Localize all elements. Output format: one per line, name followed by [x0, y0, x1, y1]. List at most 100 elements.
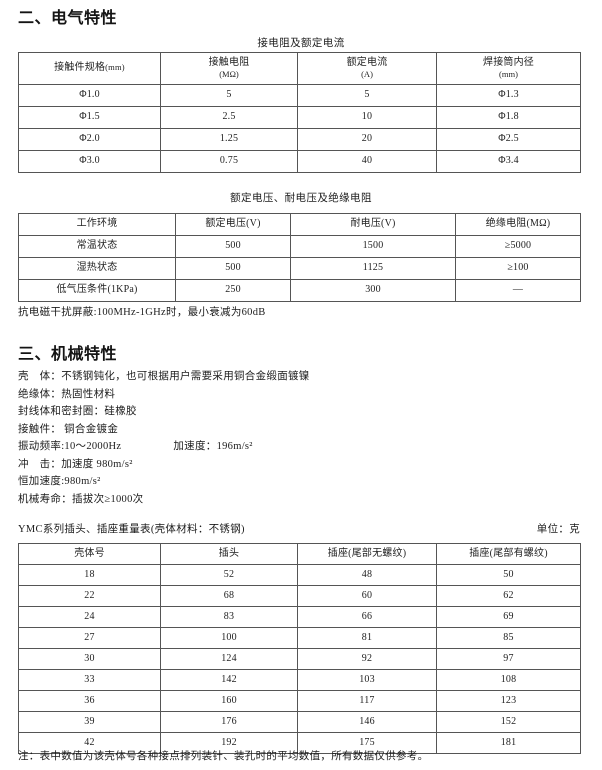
spec-item-shell: 壳 体：不锈钢钝化，也可根据用户需要采用铜合金缎面镀镍 [18, 368, 584, 386]
table-cell: Φ2.5 [436, 128, 581, 151]
table-cell: 85 [436, 627, 581, 649]
note-emi-shielding: 抗电磁干扰屏蔽:100MHz-1GHz时，最小衰减为60dB [18, 307, 266, 318]
table-cell: 103 [297, 669, 437, 691]
table-cell: 160 [160, 690, 298, 712]
table-cell: 152 [436, 711, 581, 733]
column-header-socket-with-thread: 插座(尾部有螺纹) [436, 543, 581, 565]
table-body: 常温状态 500 1500 ≥5000 湿热状态 500 1125 ≥100 低… [18, 235, 581, 302]
spec-item-insulator: 绝缘体：热固性材料 [18, 386, 584, 404]
table-cell: — [455, 279, 581, 302]
column-header-plug: 插头 [160, 543, 298, 565]
table-cell: 92 [297, 648, 437, 670]
table-cell: 108 [436, 669, 581, 691]
table-cell: 1.25 [160, 128, 298, 151]
table-caption-contact-resistance: 接电阻及额定电流 [257, 38, 345, 49]
table-cell: 124 [160, 648, 298, 670]
table-cell: 300 [290, 279, 456, 302]
table-row: 常温状态 500 1500 ≥5000 [18, 235, 581, 258]
table-cell: 40 [297, 150, 437, 173]
table-cell: 176 [160, 711, 298, 733]
table-cell: 2.5 [160, 106, 298, 129]
table-row: 39 176 146 152 [18, 711, 581, 733]
table-cell: 60 [297, 585, 437, 607]
spec-label: 恒加速度:980m/s² [18, 476, 101, 487]
column-header-label: 焊接筒内径 [483, 56, 534, 68]
table-row: 18 52 48 50 [18, 564, 581, 586]
table-contact-resistance: 接触件规格(mm) 接触电阻 (MΩ) 额定电流 (A) 焊接筒内径 (mm) … [18, 52, 581, 173]
table-cell: 66 [297, 606, 437, 628]
table-cell: 0.75 [160, 150, 298, 173]
table-cell: 181 [436, 732, 581, 754]
column-header-contact-spec: 接触件规格(mm) [18, 52, 161, 85]
table-cell: 146 [297, 711, 437, 733]
table-cell: 24 [18, 606, 161, 628]
spec-item-seal: 封线体和密封圈：硅橡胶 [18, 403, 584, 421]
spec-label: 封线体和密封圈：硅橡胶 [18, 406, 137, 417]
weights-table-heading-strip: YMC系列插头、插座重量表(壳体材料：不锈钢) 单位：克 [18, 521, 580, 536]
table-row: Φ3.0 0.75 40 Φ3.4 [18, 150, 581, 173]
weights-table-title: YMC系列插头、插座重量表(壳体材料：不锈钢) [18, 524, 245, 535]
column-header-rated-voltage: 额定电压(V) [175, 213, 291, 236]
table-cell: 22 [18, 585, 161, 607]
table-cell: 81 [297, 627, 437, 649]
table-cell: 62 [436, 585, 581, 607]
column-header-unit: (mm) [105, 62, 125, 73]
table-cell: 192 [160, 732, 298, 754]
table-row: Φ1.5 2.5 10 Φ1.8 [18, 106, 581, 129]
spec-item-contact: 接触件： 铜合金镀金 [18, 421, 584, 439]
table-cell: Φ3.4 [436, 150, 581, 173]
spec-item-shock: 冲 击：加速度 980m/s² [18, 456, 584, 474]
column-header-unit: (mm) [499, 69, 518, 80]
table-row: 低气压条件(1KPa) 250 300 — [18, 279, 581, 302]
table-cell: Φ1.0 [18, 84, 161, 107]
column-header-socket-no-thread: 插座(尾部无螺纹) [297, 543, 437, 565]
table-cell: Φ3.0 [18, 150, 161, 173]
table-row: 33 142 103 108 [18, 669, 581, 691]
column-header-unit: (MΩ) [219, 69, 239, 80]
table-cell: Φ1.3 [436, 84, 581, 107]
table-caption-voltage-insulation: 额定电压、耐电压及绝缘电阻 [230, 193, 372, 204]
table-cell: 123 [436, 690, 581, 712]
table-cell: 1500 [290, 235, 456, 258]
table-header-row: 接触件规格(mm) 接触电阻 (MΩ) 额定电流 (A) 焊接筒内径 (mm) [18, 52, 581, 85]
table-plug-socket-weights: 壳体号 插头 插座(尾部无螺纹) 插座(尾部有螺纹) 18 52 48 50 2… [18, 543, 581, 754]
column-header-contact-resistance: 接触电阻 (MΩ) [160, 52, 298, 85]
column-header-environment: 工作环境 [18, 213, 176, 236]
spec-label: 绝缘体：热固性材料 [18, 388, 116, 400]
table-cell: 5 [297, 84, 437, 107]
mechanical-spec-list: 壳 体：不锈钢钝化，也可根据用户需要采用铜合金缎面镀镍 绝缘体：热固性材料 封线… [18, 368, 584, 508]
table-cell: 36 [18, 690, 161, 712]
table-cell: Φ1.5 [18, 106, 161, 129]
table-cell: 83 [160, 606, 298, 628]
table-cell: 10 [297, 106, 437, 129]
table-body: Φ1.0 5 5 Φ1.3 Φ1.5 2.5 10 Φ1.8 Φ2.0 1.25… [18, 84, 581, 173]
column-header-shell-size: 壳体号 [18, 543, 161, 565]
table-row: Φ1.0 5 5 Φ1.3 [18, 84, 581, 107]
table-row: 湿热状态 500 1125 ≥100 [18, 257, 581, 280]
spec-label: 机械寿命：插拔次≥1000次 [18, 493, 144, 505]
column-header-rated-current: 额定电流 (A) [297, 52, 437, 85]
column-header-unit: (A) [361, 69, 373, 80]
table-cell: 142 [160, 669, 298, 691]
table-cell: 27 [18, 627, 161, 649]
spec-item-constant-acceleration: 恒加速度:980m/s² [18, 473, 584, 491]
column-header-label: 接触件规格 [54, 62, 106, 74]
table-cell: ≥100 [455, 257, 581, 280]
spec-label: 振动频率:10～2000Hz [18, 441, 122, 452]
table-cell: Φ2.0 [18, 128, 161, 151]
column-header-solder-bore: 焊接筒内径 (mm) [436, 52, 581, 85]
spec-label: 壳 体：不锈钢钝化，也可根据用户需要采用铜合金缎面镀镍 [18, 371, 310, 382]
table-cell: 1125 [290, 257, 456, 280]
section-heading-mechanical: 三、机械特性 [18, 346, 118, 363]
table-cell: 39 [18, 711, 161, 733]
table-cell: 5 [160, 84, 298, 107]
spec-label: 接触件： 铜合金镀金 [18, 423, 119, 435]
table-cell: 42 [18, 732, 161, 754]
weights-table-unit-label: 单位：克 [536, 524, 580, 535]
spec-label: 冲 击：加速度 980m/s² [18, 458, 133, 470]
table-row: 27 100 81 85 [18, 627, 581, 649]
table-cell: 常温状态 [18, 235, 176, 258]
table-cell: 18 [18, 564, 161, 586]
table-cell: 33 [18, 669, 161, 691]
table-cell: 30 [18, 648, 161, 670]
